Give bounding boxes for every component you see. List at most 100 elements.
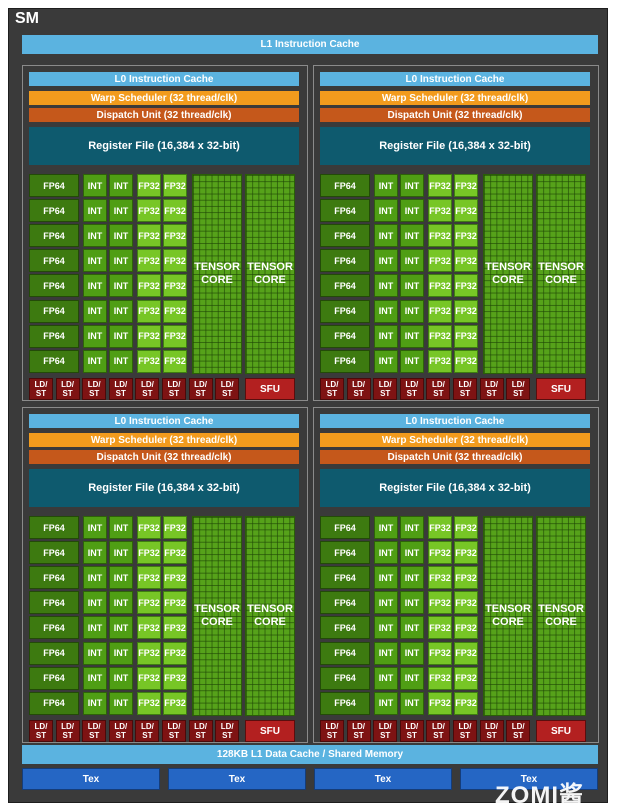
int-unit: INT [374,324,398,348]
register-file: Register File (16,384 x 32-bit) [29,127,299,165]
int-unit: INT [400,516,424,539]
fp32-unit: FP32 [137,324,161,348]
ld-st-unit: LD/ST [55,378,80,400]
ld-st-label-line1: LD/ [405,380,419,389]
tensor-core-2: TENSOR CORE [536,516,586,716]
fp32-unit: FP32 [454,566,478,590]
tensor-core-label-line1: TENSOR [485,603,531,615]
fp64-unit: FP64 [29,641,79,665]
tensor-core-2: TENSOR CORE [245,174,295,374]
ld-st-unit: LD/ST [346,720,371,742]
l0-instruction-cache: L0 Instruction Cache [320,414,590,428]
ld-st-label-line2: ST [115,731,126,740]
int-unit: INT [83,616,107,640]
fp32-unit: FP32 [428,516,452,539]
ld-st-label-line2: ST [486,731,497,740]
ld-st-unit: LD/ST [506,720,531,742]
fp64-unit: FP64 [29,199,79,223]
tensor-core-label-line1: TENSOR [247,603,293,615]
tensor-core-label-line1: TENSOR [194,261,240,273]
fp64-unit: FP64 [29,516,79,539]
int-unit: INT [400,591,424,615]
int-unit: INT [109,324,133,348]
int-unit: INT [400,566,424,590]
fp32-unit: FP32 [454,541,478,565]
ld-st-label-line2: ST [513,731,524,740]
fp32-unit: FP32 [428,616,452,640]
ld-st-label-line1: LD/ [220,722,234,731]
fp32-unit: FP32 [137,349,161,373]
fp32-unit: FP32 [428,174,452,197]
int-unit: INT [374,666,398,690]
fp64-unit: FP64 [29,174,79,197]
fp64-unit: FP64 [320,541,370,565]
ld-st-label-line2: ST [62,731,73,740]
int-unit: INT [374,591,398,615]
ld-st-unit: LD/ST [426,720,451,742]
int-unit: INT [109,199,133,223]
int-unit: INT [109,691,133,715]
l0-instruction-cache: L0 Instruction Cache [29,414,299,428]
ld-st-label-line1: LD/ [167,722,181,731]
register-file: Register File (16,384 x 32-bit) [320,127,590,165]
ld-st-label-line1: LD/ [87,722,101,731]
ld-st-unit: LD/ST [506,378,531,400]
fp32-unit: FP32 [163,249,187,273]
int-unit: INT [109,174,133,197]
ld-st-unit: LD/ST [215,720,240,742]
fp32-unit: FP32 [428,566,452,590]
int-unit: INT [83,299,107,323]
tensor-core-1: TENSOR CORE [483,516,533,716]
fp64-unit: FP64 [320,566,370,590]
ld-st-label-line2: ST [195,389,206,398]
int-unit: INT [400,224,424,248]
dispatch-unit: Dispatch Unit (32 thread/clk) [29,108,299,122]
ld-st-label-line2: ST [222,731,233,740]
tensor-core-2: TENSOR CORE [245,516,295,716]
fp32-unit: FP32 [137,566,161,590]
dispatch-unit: Dispatch Unit (32 thread/clk) [320,450,590,464]
ld-st-label-line1: LD/ [431,380,445,389]
fp64-unit: FP64 [320,591,370,615]
int-unit: INT [109,299,133,323]
ld-st-unit: LD/ST [29,720,53,742]
int-unit: INT [83,174,107,197]
ld-st-label-line2: ST [486,389,497,398]
fp64-unit: FP64 [320,616,370,640]
fp64-unit: FP64 [320,641,370,665]
fp64-unit: FP64 [320,516,370,539]
warp-scheduler: Warp Scheduler (32 thread/clk) [29,433,299,447]
l1-data-cache: 128KB L1 Data Cache / Shared Memory [22,745,598,764]
ld-st-unit: LD/ST [82,720,107,742]
int-unit: INT [374,516,398,539]
ld-st-label-line1: LD/ [325,722,339,731]
fp64-unit: FP64 [320,666,370,690]
ld-st-label-line2: ST [380,389,391,398]
int-unit: INT [109,566,133,590]
processing-partition: L0 Instruction Cache Warp Scheduler (32 t… [313,407,599,743]
int-unit: INT [374,616,398,640]
int-unit: INT [374,249,398,273]
int-unit: INT [374,199,398,223]
ld-st-unit: LD/ST [82,378,107,400]
ld-st-label-line2: ST [62,389,73,398]
int-unit: INT [109,591,133,615]
ld-st-label-line2: ST [195,731,206,740]
ld-st-label-line1: LD/ [431,722,445,731]
int-unit: INT [400,199,424,223]
int-unit: INT [83,666,107,690]
fp32-unit: FP32 [137,541,161,565]
tensor-core-label-line2: CORE [254,274,286,286]
fp32-unit: FP32 [137,691,161,715]
fp32-unit: FP32 [163,274,187,298]
ld-st-unit: LD/ST [373,720,398,742]
processing-partition: L0 Instruction Cache Warp Scheduler (32 t… [22,407,308,743]
int-unit: INT [109,541,133,565]
ld-st-label-line1: LD/ [405,722,419,731]
ld-st-unit: LD/ST [108,720,133,742]
fp32-unit: FP32 [163,199,187,223]
ld-st-unit: LD/ST [135,720,160,742]
sfu-unit: SFU [245,720,295,742]
ld-st-label-line1: LD/ [34,722,48,731]
tensor-core-label-line1: TENSOR [538,261,584,273]
